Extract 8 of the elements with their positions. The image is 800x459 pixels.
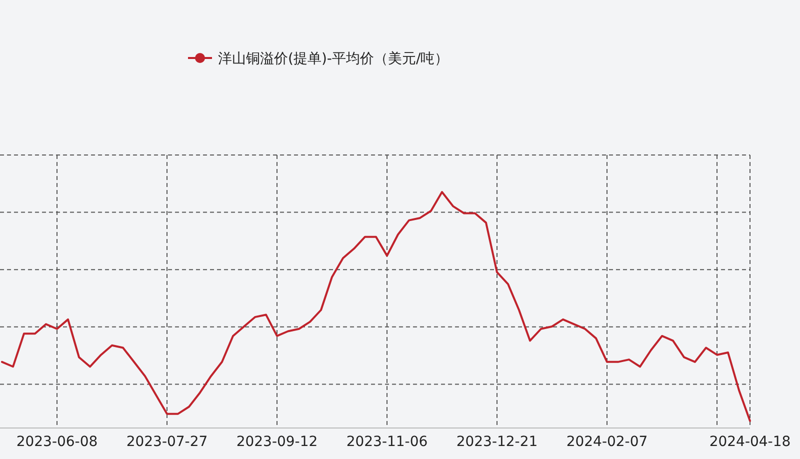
x-tick-label: 2023-06-08 xyxy=(16,434,98,450)
x-tick-label: 2023-09-12 xyxy=(236,434,318,450)
x-tick-label: 2023-11-06 xyxy=(346,434,428,450)
x-tick-label: 2024-02-07 xyxy=(566,434,648,450)
x-tick-label: 2023-07-27 xyxy=(126,434,208,450)
legend-label: 洋山铜溢价(提单)-平均价（美元/吨） xyxy=(218,51,449,67)
x-tick-label: 2023-12-21 xyxy=(456,434,538,450)
x-tick-label: 2024-04-18 xyxy=(709,434,791,450)
